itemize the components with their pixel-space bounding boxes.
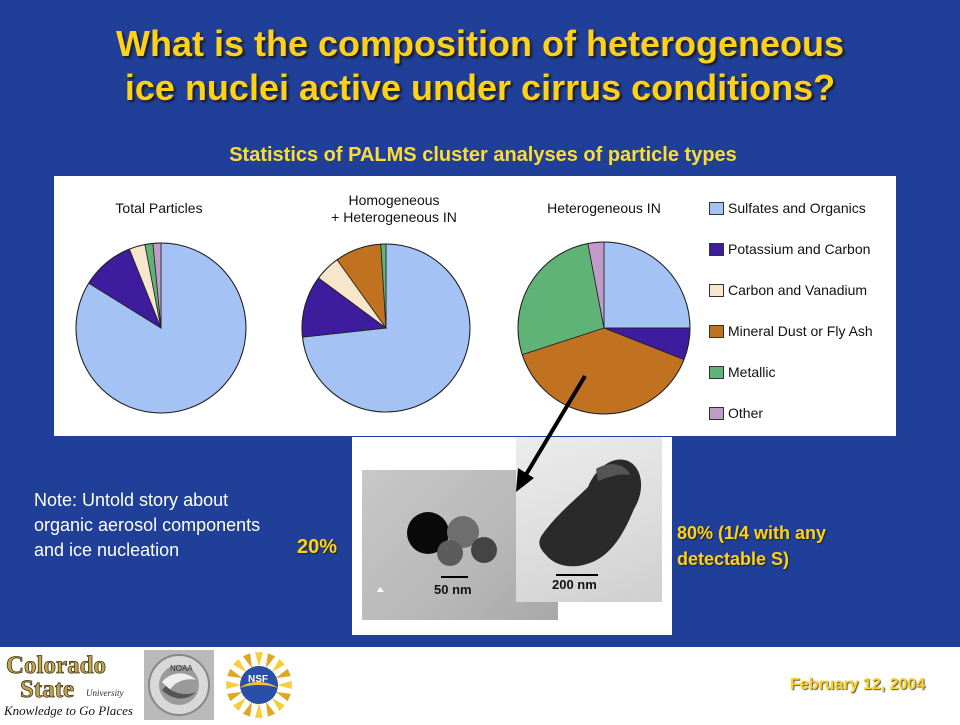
title-line-1: What is the composition of heterogeneous: [115, 23, 845, 64]
micrograph-large-particle: 200 nm: [516, 437, 662, 602]
scale-label-50nm: 50 nm: [434, 582, 472, 597]
nsf-logo: NSF: [224, 650, 294, 720]
legend-item: Mineral Dust or Fly Ash: [709, 321, 873, 341]
svg-text:State: State: [20, 676, 74, 703]
legend-item: Potassium and Carbon: [709, 239, 870, 259]
pie-title-homogeneous: Homogeneous + Heterogeneous IN: [331, 192, 457, 225]
csu-logo-text: Colorado: [6, 652, 106, 679]
legend-item: Other: [709, 403, 763, 423]
svg-text:University: University: [86, 688, 124, 698]
legend-label: Carbon and Vanadium: [728, 282, 868, 298]
pie-chart-panel: Total Particles Homogeneous + Heterogene…: [54, 176, 896, 436]
percent-right-label: 80% (1/4 with any detectable S): [677, 523, 827, 569]
legend-label: Potassium and Carbon: [728, 241, 871, 257]
legend-swatch: [709, 242, 724, 256]
date-label: February 12, 2004: [790, 676, 926, 693]
pie-outline-0: [75, 242, 247, 414]
csu-tagline: Knowledge to Go Places: [3, 703, 133, 718]
title-line-2: ice nuclei active under cirrus condition…: [124, 67, 836, 108]
pie-title-heterogeneous: Heterogeneous IN: [547, 200, 661, 216]
nsf-text: NSF: [248, 674, 268, 685]
legend-item: Sulfates and Organics: [709, 198, 866, 218]
legend-swatch: [709, 324, 724, 338]
pie-slice-2-0: [603, 241, 691, 329]
legend-item: Carbon and Vanadium: [709, 280, 867, 300]
note-text: Note: Untold story about organic aerosol…: [34, 490, 261, 560]
slide-subtitle: Statistics of PALMS cluster analyses of …: [229, 144, 737, 166]
legend-label: Metallic: [728, 364, 776, 380]
legend-swatch: [709, 201, 724, 215]
svg-text:NOAA: NOAA: [170, 664, 193, 673]
pie-title-total: Total Particles: [115, 200, 203, 216]
legend-swatch: [709, 365, 724, 379]
legend-item: Metallic: [709, 362, 775, 382]
scale-label-200nm: 200 nm: [552, 577, 597, 592]
pie-outline-1: [301, 243, 471, 413]
micrograph-panel: 50 nm 200 nm: [352, 437, 672, 635]
noaa-logo: NOAA: [144, 650, 214, 720]
legend-label: Other: [728, 405, 764, 421]
pie-outline-2: [517, 241, 691, 415]
legend-swatch: [709, 283, 724, 297]
legend-swatch: [709, 406, 724, 420]
pie-charts-svg: [75, 241, 691, 415]
colorado-state-logo: Colorado State University Knowledge to G…: [3, 652, 133, 718]
percent-left-label: 20%: [297, 536, 338, 558]
legend-label: Sulfates and Organics: [728, 200, 866, 216]
slide-title: What is the composition of heterogeneous…: [20, 22, 940, 110]
legend-label: Mineral Dust or Fly Ash: [728, 323, 873, 339]
pointer-arrow: [516, 374, 587, 492]
